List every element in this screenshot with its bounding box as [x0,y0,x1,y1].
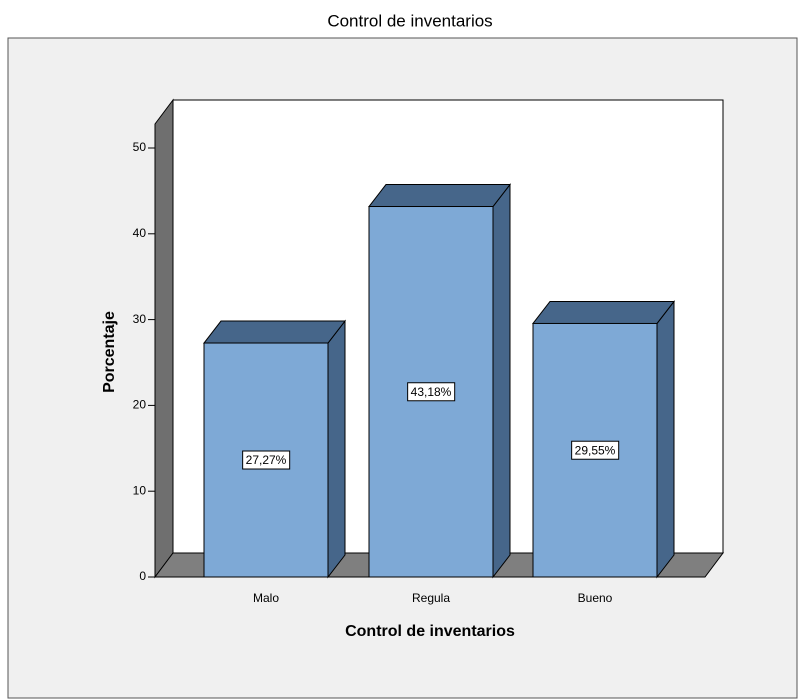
value-label: 27,27% [246,453,287,467]
value-label: 29,55% [575,443,616,457]
bar [531,299,676,579]
x-tick-label: Regula [412,591,450,605]
x-axis-label: Control de inventarios [345,623,515,640]
bar-side [327,319,346,579]
value-label: 43,18% [411,385,452,399]
bar [202,319,347,579]
bar-top [367,184,512,208]
bar-side [656,299,675,579]
bar-top [202,320,347,344]
bar [367,183,512,579]
value-label-box [571,440,620,460]
x-tick-label: Malo [253,591,279,605]
y-tick-label: 30 [133,312,147,326]
y-axis-label: Porcentaje [101,311,118,393]
value-label-box [242,450,291,470]
chart-title: Control de inventarios [327,11,492,30]
y-tick-label: 0 [139,569,146,583]
value-label-box [407,382,456,402]
y-tick-label: 20 [133,398,147,412]
x-tick-label: Bueno [578,591,613,605]
y-tick-label: 10 [133,483,147,497]
y-tick-label: 50 [133,140,147,154]
bar-top [531,300,676,324]
side-wall [154,98,174,579]
y-tick-label: 40 [133,226,147,240]
bar-side [492,183,511,579]
